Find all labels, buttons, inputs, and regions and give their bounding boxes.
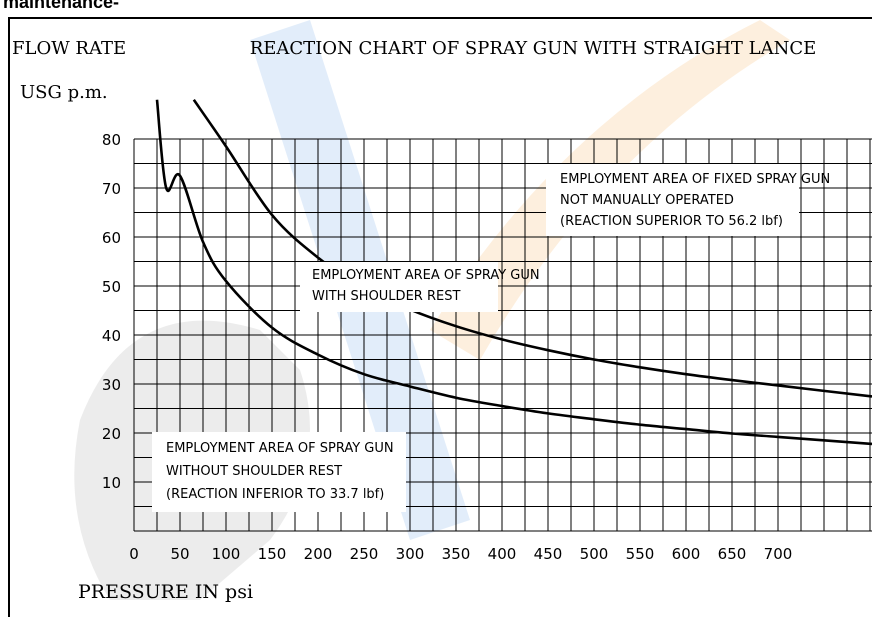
y-tick-label: 40 — [102, 327, 121, 345]
x-tick-label: 300 — [396, 545, 425, 563]
plot-area — [155, 99, 872, 446]
y-tick-label: 20 — [102, 425, 121, 443]
chart-title: REACTION CHART OF SPRAY GUN WITH STRAIGH… — [250, 38, 817, 59]
y-tick-label: 70 — [102, 180, 121, 198]
y-axis-label-line1: FLOW RATE — [12, 38, 126, 59]
x-tick-label: 650 — [718, 545, 747, 563]
x-tick-label: 600 — [672, 545, 701, 563]
x-tick-label: 200 — [304, 545, 333, 563]
note-with-shoulder-rest-line: EMPLOYMENT AREA OF SPRAY GUN — [312, 268, 540, 283]
curve-upper — [192, 99, 872, 398]
labels: REACTION CHART OF SPRAY GUN WITH STRAIGH… — [12, 38, 816, 603]
x-axis-label: PRESSURE IN psi — [78, 581, 253, 603]
ticks: 0 50 100 150 200 250 300 350 400 450 500 550 600 650 7… — [102, 131, 792, 563]
x-tick-label: 350 — [442, 545, 471, 563]
page-heading: maintenance- — [3, 0, 120, 12]
x-tick-label: 100 — [212, 545, 241, 563]
x-tick-label: 550 — [626, 545, 655, 563]
note-fixed-spray-gun-box — [546, 164, 799, 236]
x-tick-label: 150 — [258, 545, 287, 563]
x-tick-label: 450 — [534, 545, 563, 563]
note-fixed-spray-gun-line: (REACTION SUPERIOR TO 56.2 lbf) — [560, 214, 783, 229]
y-tick-label: 30 — [102, 376, 121, 394]
curve-lower — [155, 99, 872, 446]
note-fixed-spray-gun-line: NOT MANUALLY OPERATED — [560, 193, 734, 208]
x-tick-label: 400 — [488, 545, 517, 563]
y-tick-label: 80 — [102, 131, 121, 149]
y-tick-label: 50 — [102, 278, 121, 296]
note-with-shoulder-rest-line: WITH SHOULDER REST — [312, 289, 460, 304]
x-tick-label: 250 — [350, 545, 379, 563]
annotations: EMPLOYMENT AREA OF FIXED SPRAY GUN NOT MA… — [152, 164, 830, 512]
chart-frame — [8, 17, 872, 617]
x-tick-label: 0 — [129, 545, 139, 563]
note-fixed-spray-gun-line: EMPLOYMENT AREA OF FIXED SPRAY GUN — [560, 172, 830, 187]
note-without-shoulder-rest-line: WITHOUT SHOULDER REST — [166, 464, 342, 479]
y-tick-label: 60 — [102, 229, 121, 247]
note-without-shoulder-rest-line: EMPLOYMENT AREA OF SPRAY GUN — [166, 441, 394, 456]
y-axis-label-line2: USG p.m. — [20, 82, 108, 103]
x-tick-label: 700 — [764, 545, 793, 563]
y-tick-label: 10 — [102, 474, 121, 492]
x-tick-label: 500 — [580, 545, 609, 563]
note-with-shoulder-rest-box — [300, 262, 498, 312]
note-without-shoulder-rest-line: (REACTION INFERIOR TO 33.7 lbf) — [166, 487, 384, 502]
x-tick-label: 50 — [170, 545, 189, 563]
note-without-shoulder-rest-box — [152, 432, 406, 512]
